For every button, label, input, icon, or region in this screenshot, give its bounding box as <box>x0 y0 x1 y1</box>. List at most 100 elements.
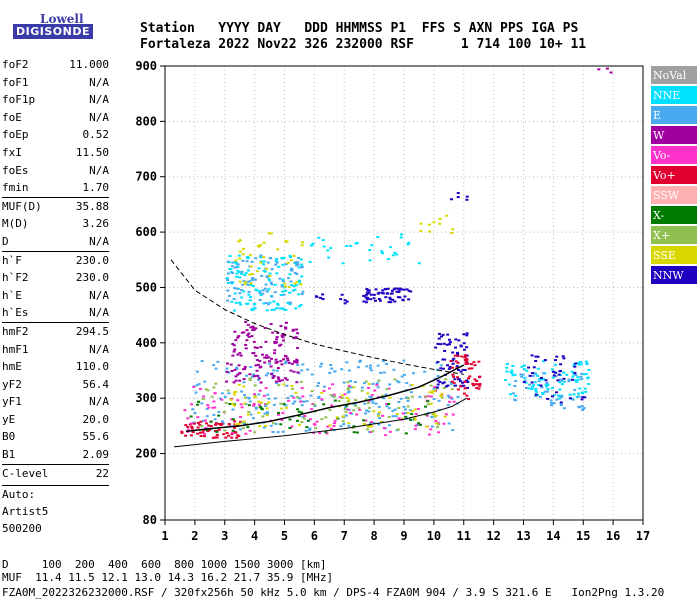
echo-point <box>377 414 381 417</box>
echo-point <box>394 287 398 290</box>
echo-point <box>297 293 301 296</box>
echo-point <box>367 386 371 389</box>
echo-point <box>349 386 353 389</box>
echo-point <box>385 405 389 408</box>
echo-point <box>433 385 437 388</box>
echo-point <box>266 412 270 415</box>
echo-point <box>267 232 271 235</box>
axis-ticks: 1 2 3 4 5 6 7 8 9 10 11 12 13 14 15 16 17802003004005006… <box>135 59 650 543</box>
echo-point <box>224 436 228 439</box>
echo-point <box>540 386 544 389</box>
echo-point <box>285 406 289 409</box>
echo-point <box>314 427 318 430</box>
echo-point <box>399 397 403 400</box>
param-value: 55.6 <box>82 430 110 444</box>
echo-point <box>289 280 293 283</box>
echo-point <box>239 428 243 431</box>
echo-point <box>265 276 269 279</box>
echo-point <box>505 363 509 366</box>
echo-point <box>368 366 372 369</box>
echo-point <box>213 436 217 439</box>
echo-point <box>340 368 344 371</box>
echo-point <box>305 426 309 429</box>
echo-point <box>354 242 358 245</box>
echo-point <box>228 403 232 406</box>
echo-point <box>263 412 267 415</box>
echo-point <box>462 342 466 345</box>
echo-point <box>437 332 441 335</box>
echo-point <box>385 388 389 391</box>
echo-point <box>366 296 370 299</box>
echo-point <box>267 279 271 282</box>
echo-point <box>235 366 239 369</box>
echo-point <box>415 423 419 426</box>
echo-point <box>347 384 351 387</box>
echo-point <box>465 334 469 337</box>
echo-point <box>276 367 280 370</box>
echo-point <box>247 410 251 413</box>
param-name: hmF2 <box>2 324 29 338</box>
echo-point <box>197 400 201 403</box>
echo-point <box>580 398 584 401</box>
echo-point <box>280 363 284 366</box>
echo-point <box>237 254 241 257</box>
echo-point <box>236 399 240 402</box>
echo-point <box>192 421 196 424</box>
echo-point <box>433 390 437 393</box>
echo-point <box>384 393 388 396</box>
echo-point <box>545 381 549 384</box>
echo-point <box>565 373 569 376</box>
echo-point <box>228 294 232 297</box>
echo-point <box>437 431 441 434</box>
echo-point <box>442 422 446 425</box>
echo-point <box>397 400 401 403</box>
echo-point <box>234 259 238 262</box>
echo-point <box>315 420 319 423</box>
echo-point <box>352 409 356 412</box>
echo-point <box>580 372 584 375</box>
echo-point <box>225 367 229 370</box>
echo-point <box>534 387 538 390</box>
echo-points <box>180 67 613 439</box>
echo-point <box>232 404 236 407</box>
echo-point <box>553 363 557 366</box>
echo-point <box>452 400 456 403</box>
echo-point <box>580 378 584 381</box>
echo-point <box>441 358 445 361</box>
echo-point <box>434 419 438 422</box>
legend-item: W <box>651 126 697 146</box>
echo-point <box>435 362 439 365</box>
echo-point <box>451 351 455 354</box>
echo-point <box>233 420 237 423</box>
echo-point <box>570 378 574 381</box>
echo-point <box>534 393 538 396</box>
echo-point <box>275 360 279 363</box>
echo-point <box>243 402 247 405</box>
echo-point <box>387 407 391 410</box>
echo-point <box>288 426 292 429</box>
echo-point <box>269 365 273 368</box>
echo-point <box>281 257 285 260</box>
echo-point <box>392 368 396 371</box>
echo-point <box>283 289 287 292</box>
param-value: N/A <box>89 342 109 356</box>
echo-point <box>433 415 437 418</box>
echo-point <box>326 425 330 428</box>
echo-point <box>269 257 273 260</box>
echo-point <box>439 343 443 346</box>
echo-point <box>388 383 392 386</box>
echo-point <box>583 387 587 390</box>
echo-point <box>522 368 526 371</box>
echo-point <box>543 359 547 362</box>
echo-point <box>231 408 235 411</box>
echo-point <box>243 422 247 425</box>
echo-point <box>437 337 441 340</box>
echo-point <box>293 400 297 403</box>
echo-point <box>280 285 284 288</box>
echo-point <box>555 391 559 394</box>
logo-lowell: Lowell <box>40 12 84 26</box>
echo-point <box>428 230 432 233</box>
echo-point <box>249 366 253 369</box>
param-row: foF1 N/A <box>2 74 109 92</box>
echo-point <box>321 239 325 242</box>
